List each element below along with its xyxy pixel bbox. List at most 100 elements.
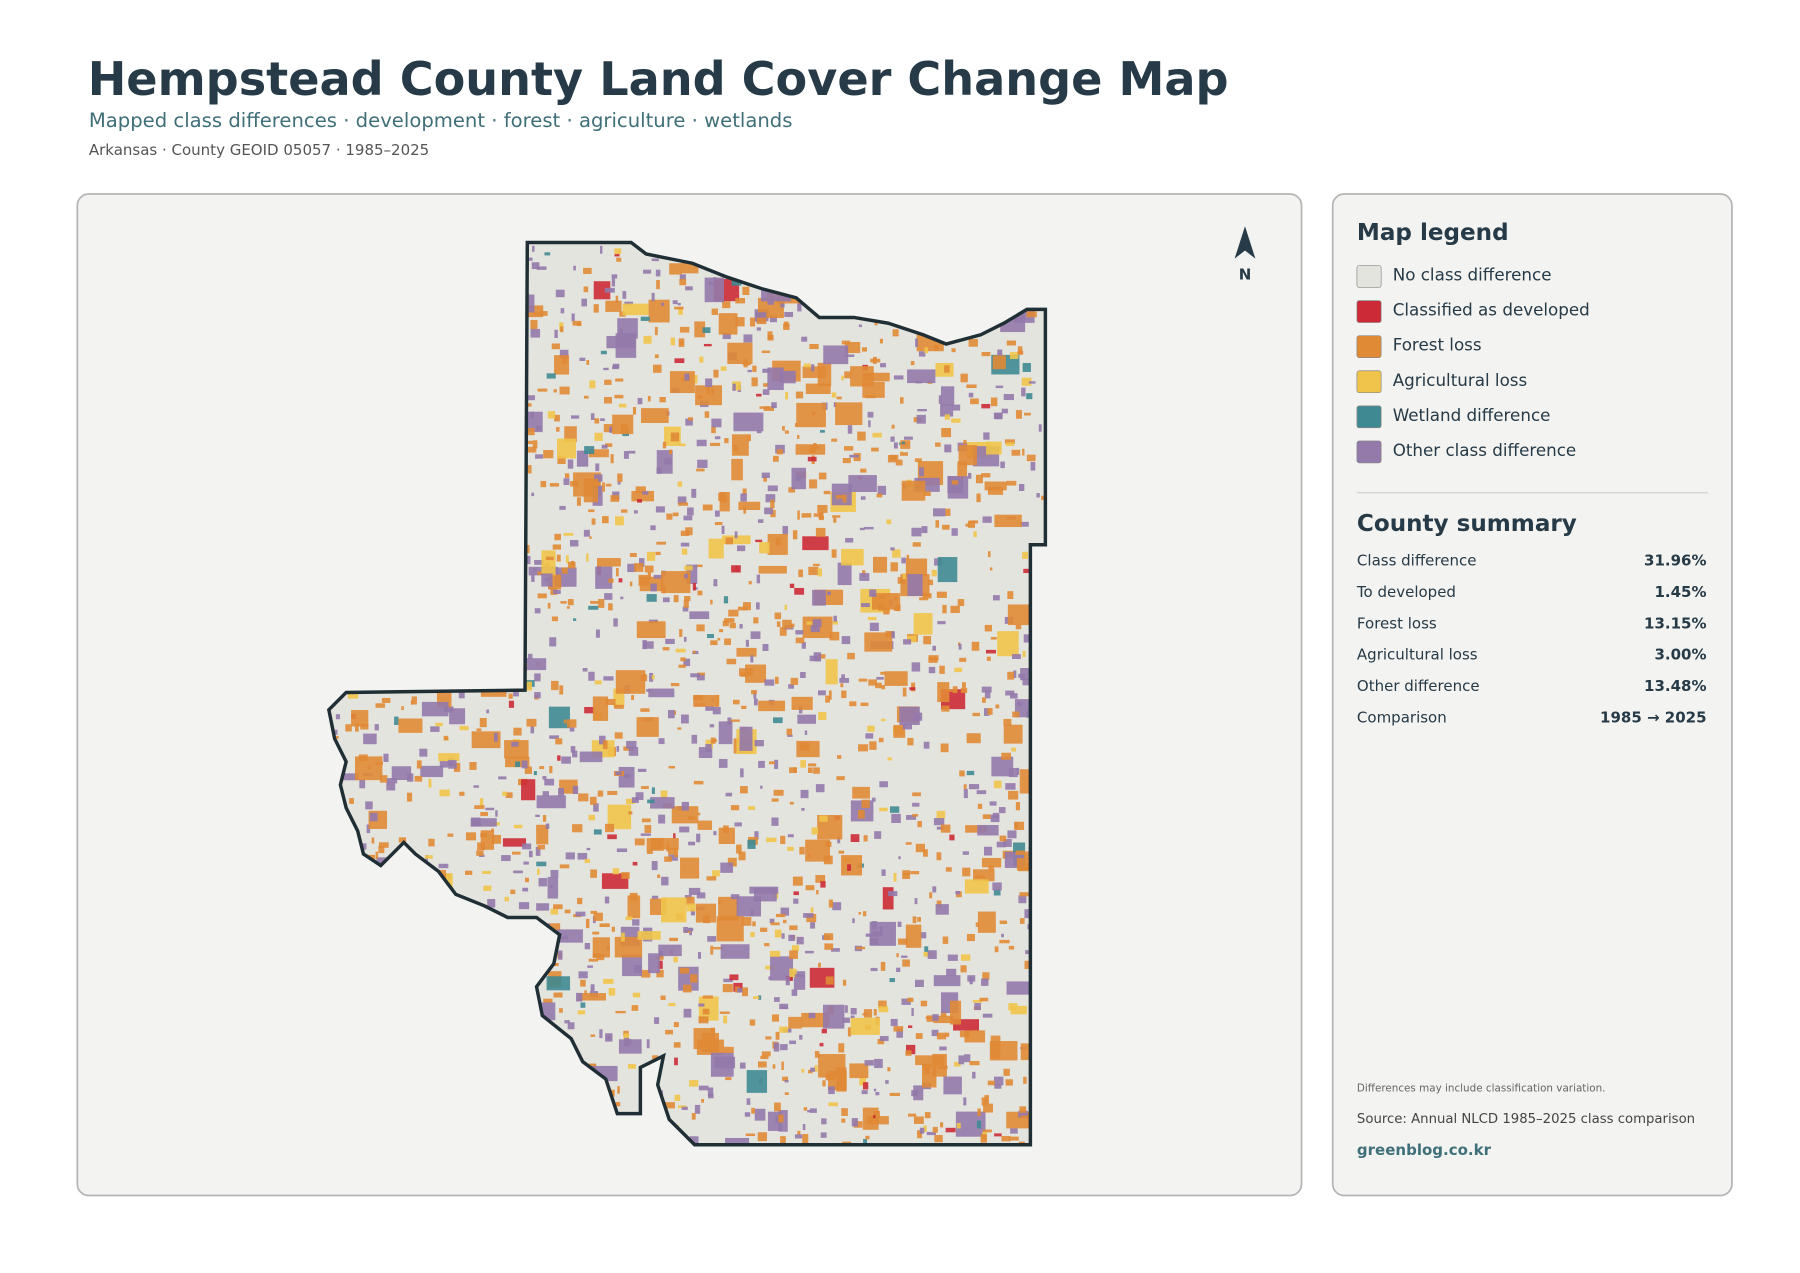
change-patch: [525, 440, 533, 445]
change-patch: [560, 308, 565, 314]
change-patch: [966, 733, 981, 744]
change-patch: [974, 1002, 981, 1011]
change-patch: [775, 913, 786, 918]
change-patch: [966, 933, 975, 942]
change-patch: [564, 1020, 570, 1024]
change-patch: [537, 868, 540, 875]
change-patch: [513, 691, 519, 697]
change-patch: [958, 643, 962, 650]
change-patch: [800, 789, 809, 799]
change-patch: [801, 336, 808, 342]
change-patch: [651, 292, 655, 302]
change-patch: [764, 942, 770, 947]
change-patch: [536, 824, 549, 845]
change-patch: [531, 262, 540, 270]
change-patch: [473, 785, 479, 788]
change-patch: [544, 252, 551, 256]
change-patch: [557, 929, 583, 943]
change-patch: [483, 885, 492, 891]
change-patch: [901, 998, 911, 1005]
change-patch: [620, 596, 624, 600]
change-patch: [926, 1015, 935, 1022]
change-patch: [850, 834, 860, 843]
change-patch: [905, 558, 928, 577]
change-patch: [993, 780, 1002, 789]
change-patch: [915, 338, 918, 347]
change-patch: [906, 815, 917, 820]
change-patch: [650, 797, 675, 809]
change-patch: [582, 667, 588, 672]
change-patch: [538, 878, 548, 887]
change-patch: [524, 681, 532, 691]
change-patch: [369, 812, 378, 822]
change-patch: [911, 527, 922, 537]
change-patch: [790, 677, 799, 685]
change-patch: [694, 587, 698, 590]
change-patch: [634, 510, 638, 514]
change-patch: [841, 674, 845, 680]
change-patch: [814, 1065, 818, 1072]
change-patch: [758, 1061, 767, 1068]
change-patch: [647, 572, 652, 580]
change-patch: [1021, 387, 1026, 397]
change-patch: [782, 1076, 789, 1081]
change-patch: [502, 791, 507, 797]
change-patch: [915, 843, 925, 853]
change-patch: [718, 827, 735, 845]
change-patch: [416, 760, 422, 769]
change-patch: [976, 1120, 982, 1129]
change-patch: [648, 953, 660, 974]
change-patch: [863, 1139, 868, 1145]
change-patch: [704, 411, 710, 418]
change-patch: [784, 1080, 789, 1083]
change-patch: [999, 920, 1008, 924]
change-patch: [572, 785, 579, 794]
change-patch: [521, 779, 536, 801]
change-patch: [1026, 393, 1033, 400]
summary-label: Other difference: [1357, 677, 1480, 695]
change-patch: [698, 747, 713, 758]
change-patch: [732, 699, 740, 705]
change-patch: [567, 1022, 575, 1030]
change-patch: [917, 821, 922, 828]
change-patch: [623, 451, 629, 459]
change-patch: [561, 567, 568, 574]
change-patch: [890, 1018, 898, 1027]
change-patch: [861, 347, 868, 352]
change-patch: [710, 640, 718, 646]
change-patch: [579, 357, 586, 361]
change-patch: [927, 579, 934, 586]
change-patch: [887, 1067, 891, 1072]
change-patch: [920, 1000, 928, 1007]
change-patch: [977, 1108, 981, 1117]
change-patch: [662, 597, 670, 603]
change-patch: [685, 286, 693, 291]
change-patch: [747, 839, 756, 849]
change-patch: [600, 350, 607, 355]
change-patch: [979, 997, 989, 1002]
change-patch: [887, 891, 898, 897]
change-patch: [594, 474, 603, 482]
change-patch: [730, 719, 740, 722]
change-patch: [664, 1102, 675, 1109]
change-patch: [722, 984, 733, 993]
change-patch: [572, 824, 583, 833]
change-patch: [796, 740, 820, 758]
change-patch: [542, 815, 547, 822]
change-patch: [900, 397, 904, 404]
change-patch: [987, 708, 993, 715]
change-patch: [907, 737, 914, 746]
change-patch: [750, 931, 755, 938]
change-patch: [760, 927, 768, 932]
change-patch: [898, 938, 908, 945]
change-patch: [590, 984, 595, 992]
change-patch: [522, 843, 532, 850]
change-patch: [594, 418, 600, 424]
change-patch: [850, 1007, 857, 1015]
change-patch: [678, 1105, 687, 1109]
change-patch: [598, 598, 605, 608]
change-patch: [960, 687, 968, 694]
change-patch: [809, 479, 818, 489]
change-patch: [781, 1061, 784, 1071]
change-patch: [875, 1091, 880, 1096]
